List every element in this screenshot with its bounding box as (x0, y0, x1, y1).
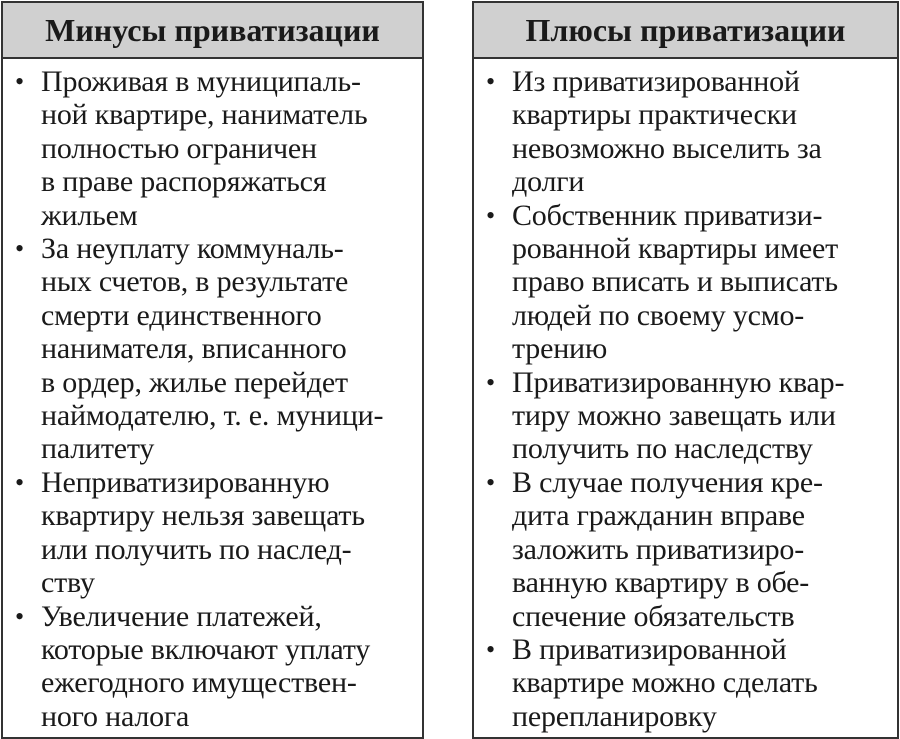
list-item: • В случае получения кре-дита гражданин в… (474, 466, 891, 633)
item-text-line: жильем (41, 198, 138, 232)
item-text-line: ной квартире, наниматель (41, 98, 368, 132)
list-item: • Проживая в муниципаль-ной квартире, нан… (3, 65, 416, 232)
item-text-line: Из приватизированной (512, 65, 800, 98)
item-text-line: За неуплату коммуналь- (41, 232, 344, 266)
item-text-line: Собственник приватизи- (512, 198, 823, 232)
pros-header: Плюсы приватизации (474, 3, 897, 59)
list-item: • Собственник приватизи-рованной квартиры… (474, 199, 891, 366)
item-text-line: право вписать и выписать (512, 265, 838, 299)
cons-table: Минусы приватизации • Проживая в муниципа… (1, 1, 424, 739)
item-text-line: дита гражданин вправе (512, 499, 805, 533)
item-text-line: трению (512, 332, 608, 366)
item-text-line: в ордер, жилье перейдет (41, 365, 348, 399)
item-text-line: полностью ограничен (41, 131, 317, 165)
item-text-line: В приватизированной (512, 632, 787, 666)
bullet-icon: • (486, 367, 496, 397)
item-text-line: рованной квартиры имеет (512, 232, 839, 266)
list-item: • В приватизированной квартире можно сдела… (474, 633, 891, 733)
item-text-line: смерти единственного (41, 298, 322, 332)
item-text-line: ного налога (41, 699, 190, 733)
item-text-line: квартиру нельзя завещать (41, 499, 365, 533)
item-text-line: Неприватизированную (41, 465, 330, 499)
item-text-line: Приватизированную квар- (512, 365, 845, 399)
item-text-line: спечение обязательств (512, 599, 795, 633)
bullet-icon: • (15, 467, 25, 497)
pros-list: • Из приватизированной квартиры практическ… (474, 59, 897, 737)
bullet-icon: • (486, 200, 496, 230)
list-item: • Увеличение платежей, которые включают уп… (3, 600, 416, 734)
item-text-line: или получить по наслед- (41, 532, 352, 566)
item-text-line: в праве распоряжаться (41, 165, 327, 199)
pros-table: Плюсы приватизации • Из приватизированной… (472, 1, 899, 739)
item-text-line: наймодателю, т. е. муници- (41, 399, 384, 433)
item-text-line: тиру можно завещать или (512, 399, 836, 433)
item-text-line: палитету (41, 432, 155, 466)
list-item: • Из приватизированной квартиры практическ… (474, 65, 891, 199)
item-text-line: перепланировку (512, 699, 717, 733)
item-text-line: заложить приватизиро- (512, 532, 805, 566)
bullet-icon: • (15, 67, 25, 96)
cons-list: • Проживая в муниципаль-ной квартире, нан… (3, 59, 422, 737)
item-text-line: которые включают уплату (41, 632, 371, 666)
item-text-line: людей по своему усмо- (512, 298, 805, 332)
item-text-line: ству (41, 566, 95, 600)
item-text-line: Проживая в муниципаль- (41, 65, 361, 98)
item-text-line: квартире можно сделать (512, 666, 818, 700)
item-text-line: ных счетов, в результате (41, 265, 349, 299)
item-text-line: ванную квартиру в обе- (512, 566, 810, 600)
bullet-icon: • (486, 634, 496, 664)
item-text-line: получить по наследству (512, 432, 813, 466)
bullet-icon: • (486, 467, 496, 497)
list-item: • Неприватизированную квартиру нельзя заве… (3, 466, 416, 600)
item-text-line: В случае получения кре- (512, 465, 823, 499)
bullet-icon: • (486, 67, 496, 96)
list-item: • Приватизированную квар-тиру можно завещ… (474, 366, 891, 466)
item-text-line: ежегодного имуществен- (41, 666, 357, 700)
list-item: • За неуплату коммуналь-ных счетов, в рез… (3, 232, 416, 466)
item-text-line: нанимателя, вписанного (41, 332, 347, 366)
item-text-line: долги (512, 165, 585, 199)
item-text-line: квартиры практически (512, 98, 797, 132)
cons-header: Минусы приватизации (3, 3, 422, 59)
item-text-line: невозможно выселить за (512, 131, 822, 165)
bullet-icon: • (15, 601, 25, 631)
item-text-line: Увеличение платежей, (41, 599, 322, 633)
bullet-icon: • (15, 234, 25, 264)
